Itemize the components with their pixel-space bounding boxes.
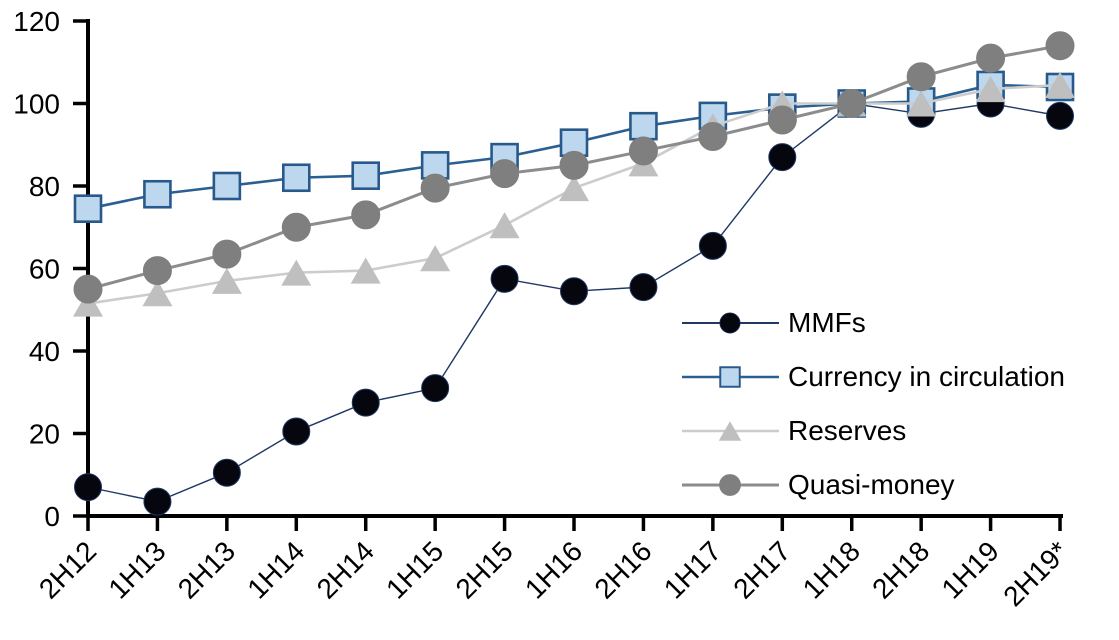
data-point-marker [719, 366, 741, 388]
x-tick-label: 2H14 [311, 535, 380, 604]
data-point-marker [698, 231, 727, 260]
data-point-marker [351, 388, 380, 417]
data-point-marker [906, 62, 936, 92]
data-point-marker [1045, 71, 1076, 98]
data-point-marker [212, 171, 242, 201]
data-point-marker [212, 239, 242, 269]
data-point-marker [142, 280, 173, 307]
y-tick-label: 80 [29, 171, 60, 202]
data-point-marker [1046, 101, 1075, 130]
data-point-marker [1045, 31, 1075, 61]
data-point-marker [281, 212, 311, 242]
data-point-marker [906, 90, 937, 117]
x-tick-label: 2H12 [33, 535, 102, 604]
data-point-marker [211, 267, 242, 294]
data-point-marker [142, 256, 172, 286]
legend-sample-line [682, 366, 779, 388]
data-point-marker [628, 136, 658, 166]
legend-item-mmfs: MMFs [682, 296, 1065, 350]
data-point-marker [490, 264, 519, 293]
data-point-marker [629, 111, 658, 141]
data-point-marker [351, 200, 381, 230]
data-point-marker [629, 273, 658, 302]
legend-marker-quasi-money-icon [682, 470, 779, 500]
data-point-marker [767, 105, 797, 135]
legend-item-reserves: Reserves [682, 404, 1065, 458]
x-tick-label: 1H16 [519, 535, 588, 604]
x-tick-label: 2H19* [997, 535, 1074, 612]
x-tick-label: 1H19 [936, 535, 1005, 604]
data-point-marker [719, 312, 741, 334]
legend-sample-line [682, 474, 779, 496]
data-point-marker [143, 179, 172, 209]
data-point-marker [975, 76, 1006, 103]
legend-sample-line [682, 312, 779, 334]
data-point-marker [74, 473, 102, 502]
x-tick-label: 1H15 [380, 535, 449, 604]
data-point-marker [976, 43, 1006, 73]
data-point-marker [281, 259, 312, 286]
data-point-marker [559, 150, 589, 180]
y-tick-label: 60 [29, 254, 60, 285]
y-tick-label: 40 [29, 336, 60, 367]
legend-item-quasi-money: Quasi-money [682, 458, 1065, 512]
x-tick-label: 2H15 [450, 535, 519, 604]
data-point-marker [698, 122, 728, 151]
data-point-marker [73, 274, 103, 304]
data-point-marker [143, 487, 172, 516]
legend-item-currency: Currency in circulation [682, 350, 1065, 404]
data-point-marker [350, 257, 381, 284]
x-tick-label: 2H16 [588, 535, 657, 604]
x-tick-label: 2H17 [727, 535, 796, 604]
legend-sample-line [682, 421, 779, 441]
data-point-marker [212, 458, 241, 487]
data-point-marker [282, 417, 311, 446]
y-tick-label: 20 [29, 419, 60, 450]
data-point-marker [490, 159, 520, 189]
legend-marker-mmfs-icon [682, 308, 779, 338]
y-tick-label: 0 [44, 501, 60, 532]
data-point-marker [351, 161, 381, 190]
x-tick-label: 1H18 [797, 535, 866, 604]
data-point-marker [281, 163, 311, 193]
data-point-marker [718, 421, 742, 441]
data-point-marker [421, 374, 450, 403]
data-point-marker [559, 175, 590, 202]
legend-label-quasi-money: Quasi-money [788, 469, 955, 500]
x-tick-label: 1H13 [102, 535, 171, 604]
x-tick-label: 1H17 [658, 535, 727, 604]
data-point-marker [560, 277, 589, 306]
legend-label-reserves: Reserves [788, 415, 907, 446]
data-point-marker [719, 474, 741, 496]
chart-legend: MMFs Currency in circulation Reserves Qu… [682, 296, 1065, 512]
y-tick-label: 120 [13, 6, 60, 37]
x-tick-label: 2H13 [172, 535, 241, 604]
data-point-marker [768, 143, 797, 172]
x-tick-label: 2H18 [866, 535, 935, 604]
data-point-marker [837, 89, 867, 118]
data-point-marker [489, 212, 520, 239]
series-quasi-money [73, 31, 1075, 304]
legend-label-currency: Currency in circulation [788, 361, 1065, 392]
data-point-marker [420, 173, 450, 203]
data-point-marker [73, 194, 103, 223]
data-point-marker [420, 245, 451, 272]
legend-marker-currency-icon [682, 362, 779, 392]
x-tick-label: 1H14 [241, 535, 310, 604]
legend-label-mmfs: MMFs [788, 307, 866, 338]
legend-marker-reserves-icon [682, 416, 779, 446]
y-tick-label: 100 [13, 89, 60, 120]
